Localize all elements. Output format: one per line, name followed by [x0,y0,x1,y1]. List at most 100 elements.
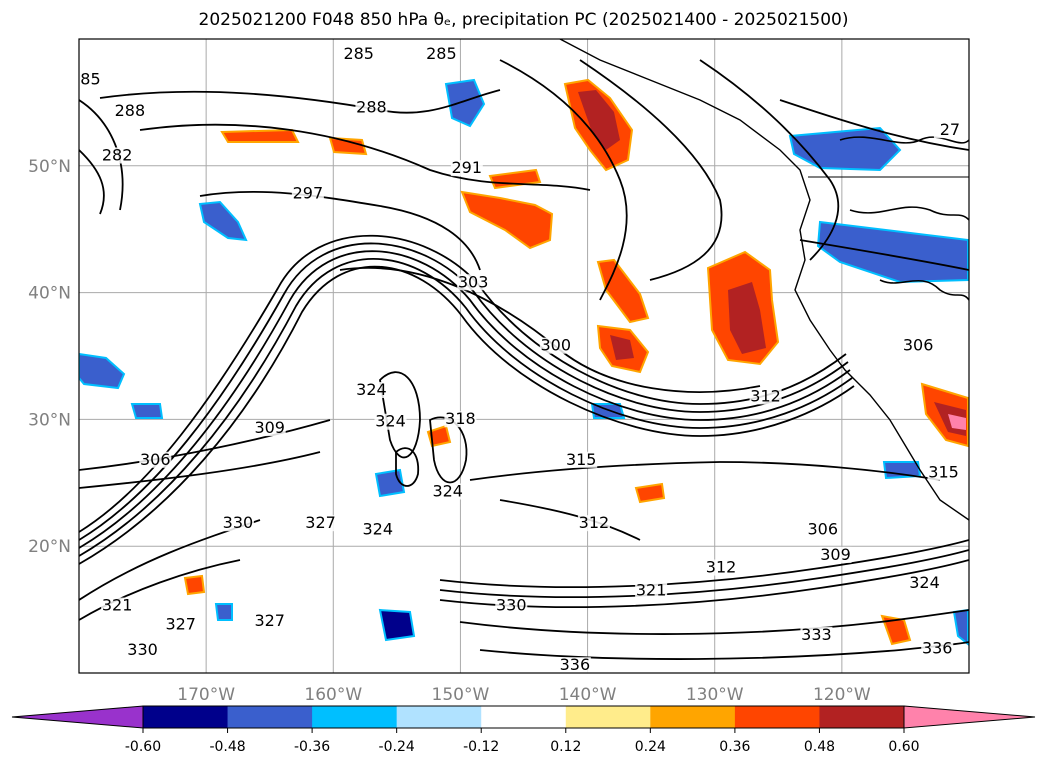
contour-label-bg [457,274,490,291]
lon-tick-label: 130°W [686,685,744,705]
contour-jet-2 [79,258,853,557]
map-panel: 285 288 282 285 285 288 291 297 303 300 324 324 318 3… [78,38,970,674]
contour-label: 306 [808,520,839,539]
contour-297 [199,190,481,271]
precip-blob-north-strip [220,128,300,143]
contour-label-bg [425,46,458,63]
colorbar-bin [227,706,313,728]
contour-label-bg [221,515,254,532]
colorbar-bin [734,706,820,728]
lat-tick-label: 30°N [28,410,71,430]
colorbar-under-extension [11,705,144,729]
contour-jet-3 [79,265,855,565]
contour-south-1 [439,539,969,589]
contour-label-bg [79,71,102,88]
contour-label: 321 [636,580,667,599]
contour-label: 291 [452,158,483,177]
colorbar-tick-label: 0.48 [804,739,835,755]
contour-label: 330 [223,513,254,532]
contour-label-bg [927,464,960,481]
colorbar-bin [565,706,651,728]
contour-282 [79,149,105,215]
colorbar-bin [312,706,398,728]
contour-island-3 [395,447,420,487]
map-title: 2025021200 F048 850 hPa θₑ, precipitatio… [198,10,849,30]
contour-label-bg [558,657,591,673]
contour-label: 321 [102,596,133,615]
contour-label: 309 [820,545,851,564]
contour-label: 285 [343,44,374,63]
contour-label: 324 [375,412,406,431]
colorbar-tick-label: -0.24 [379,739,415,755]
contour-jet-1 [79,250,851,549]
contour-label-bg [291,185,324,202]
contour-label: 312 [750,386,781,405]
lon-tick-label: 150°W [432,685,490,705]
colorbar-tick-label: 0.24 [635,739,666,755]
precip-blob-north-strip-2 [328,136,368,156]
contour-label: 306 [903,336,934,355]
contour-label: 306 [140,450,171,469]
contour-label-bg [374,413,407,430]
contour-label: 285 [426,44,457,63]
colorbar-tick-label: 0.36 [719,739,750,755]
contour-label-bg [908,574,941,591]
contour-label-bg [113,103,146,120]
lat-tick-label: 50°N [28,157,71,177]
colorbar-bin [396,706,482,728]
colorbar-frame [142,705,905,729]
contour-label-bg [819,546,852,563]
contour-label: 333 [801,625,832,644]
colorbar-tick-label: -0.12 [463,739,499,755]
precip-neg-west [198,200,248,242]
contour-label-bg [101,597,134,614]
precip-blob-mid-ocean-core [610,335,634,360]
contour-south-3 [439,559,969,609]
colorbar-bin [481,706,567,728]
lat-tick-label: 20°N [28,537,71,557]
colorbar-bin [819,706,905,728]
contour-label-bg [139,451,172,468]
contour-label: 315 [566,450,597,469]
lat-tick-label: 40°N [28,284,71,304]
contour-label: 330 [127,640,158,659]
latitude-tick-labels: 20°N 30°N 40°N 50°N [28,157,71,557]
contour-label: 303 [458,272,489,291]
contour-label-bg [355,382,388,399]
contour-label: 336 [560,655,591,674]
colorbar-tick-label: -0.60 [125,739,161,755]
contour-label-bg [444,411,477,428]
contour-island-1 [379,371,421,459]
contour-label-bg [539,337,572,354]
map-border [78,38,970,674]
contour-jet-4 [79,242,849,541]
contour-label: 327 [165,615,196,634]
contour-label-bg [355,99,388,116]
rocky-mountain-contours [839,136,969,301]
contour-loop-ne-2 [499,59,628,301]
contour-label-bg [450,160,483,177]
longitude-tick-labels: 170°W 160°W 150°W 140°W 130°W 120°W [177,685,871,705]
contour-312 [499,499,641,541]
contour-label: 309 [254,418,285,437]
colorbar: -0.60 -0.48 -0.36 -0.24 -0.12 0.12 0.24 0.36 0.4… [11,705,1036,755]
contour-loop-ne [579,59,723,281]
contour-285-west [79,99,124,211]
contour-label-bg [902,337,935,354]
colorbar-bin [143,706,229,728]
precip-neg-sub-2 [378,608,416,642]
north-america-coastline [559,39,969,521]
contour-label: 324 [432,481,463,500]
colorbar-tick-label: 0.12 [550,739,581,755]
contour-label: 27 [940,120,960,139]
contour-label: 324 [356,380,387,399]
precip-neg-alaska [444,78,486,128]
lon-tick-label: 160°W [304,685,362,705]
contour-label-bg [635,582,668,599]
contour-coast-3 [799,239,969,271]
precip-blob-sub-1 [634,482,666,504]
lon-tick-label: 170°W [177,685,235,705]
contour-label-bg [431,483,464,500]
colorbar-tick-label: -0.48 [209,739,245,755]
contour-label: 327 [305,513,336,532]
